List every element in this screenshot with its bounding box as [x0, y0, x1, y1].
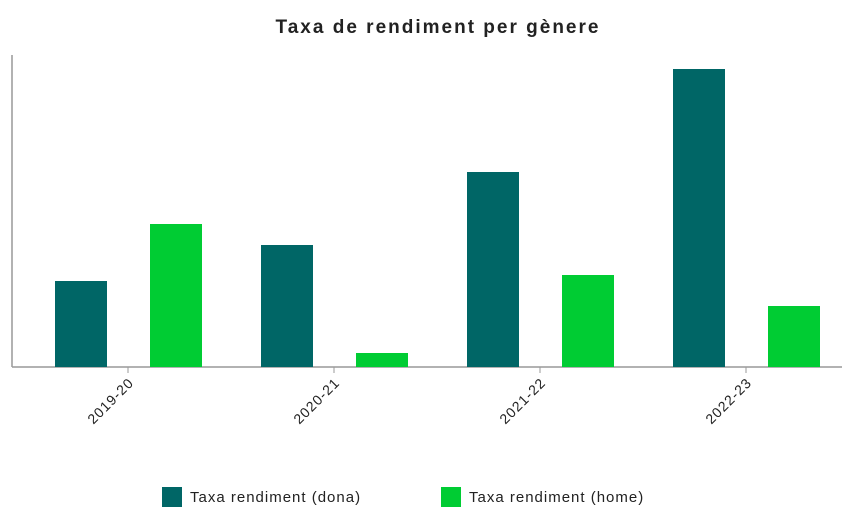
bar	[768, 306, 820, 367]
bar	[673, 69, 725, 367]
x-tick-label: 2022-23	[702, 374, 755, 427]
bar	[467, 172, 519, 367]
x-tick-label: 2020-21	[290, 374, 343, 427]
bar	[356, 353, 408, 367]
legend-swatch	[162, 487, 182, 507]
legend-label: Taxa rendiment (dona)	[190, 489, 361, 506]
chart-title: Taxa de rendiment per gènere	[276, 17, 601, 38]
legend-label: Taxa rendiment (home)	[469, 489, 644, 506]
x-tick-label: 2021-22	[496, 374, 549, 427]
bar	[261, 245, 313, 367]
legend-swatch	[441, 487, 461, 507]
x-tick-label: 2019-20	[84, 374, 137, 427]
bar	[562, 275, 614, 367]
bar	[55, 281, 107, 367]
bar	[150, 224, 202, 367]
